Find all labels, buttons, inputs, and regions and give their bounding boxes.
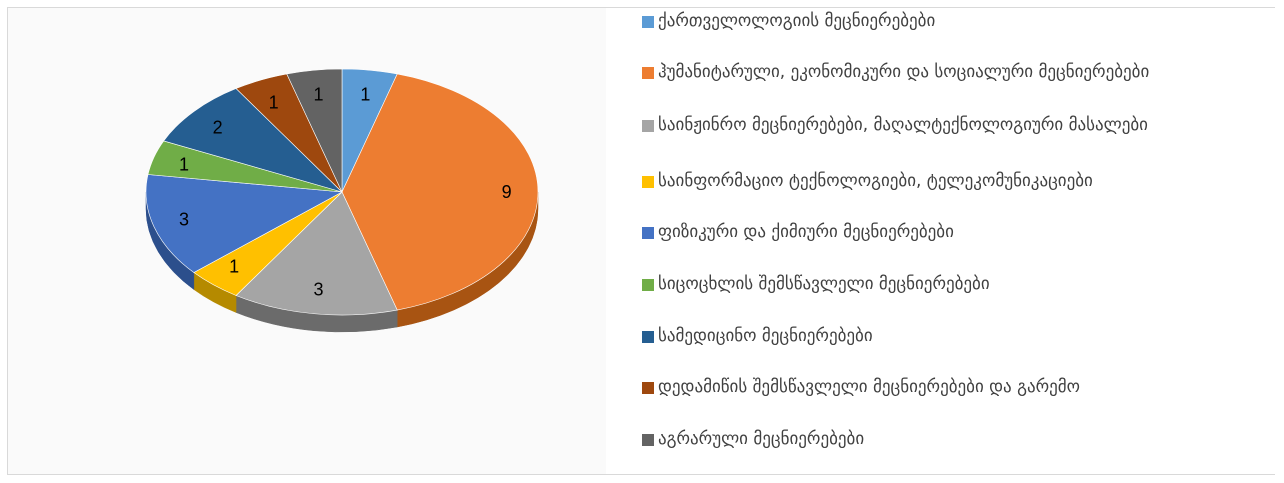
pie-slice [341, 73, 539, 311]
pie-data-label: 1 [229, 256, 239, 276]
legend-label: საინჟინრო მეცნიერებები, მაღალტექნოლოგიურ… [658, 115, 1148, 135]
pie-slice [163, 88, 343, 193]
legend-swatch [642, 279, 654, 291]
pie-data-label: 3 [179, 210, 189, 230]
legend-label: სიცოცხლის შემსწავლელი მეცნიერებები [658, 274, 990, 294]
legend-label: დედამიწის შემსწავლელი მეცნიერებები და გა… [658, 377, 1081, 397]
legend-swatch [642, 120, 654, 132]
pie-slice [286, 68, 343, 193]
chart-area: 1 9 3 1 3 1 2 1 1 ქართველოლოგიის მეცნიერებები ჰუ… [7, 7, 1276, 475]
pie-slice [145, 174, 344, 273]
pie-slice [235, 191, 398, 316]
legend-swatch [642, 16, 654, 28]
pie-data-label: 3 [314, 279, 324, 299]
pie-chart: 1 9 3 1 3 1 2 1 1 [145, 68, 539, 333]
legend-swatch [642, 227, 654, 239]
legend-swatch [642, 67, 654, 79]
legend-label: აგრარული მეცნიერებები [658, 429, 865, 449]
pie-data-label: 1 [179, 154, 189, 174]
pie-data-label: 2 [213, 118, 223, 138]
pie-data-label: 1 [360, 85, 370, 105]
pie-data-label: 9 [502, 182, 512, 202]
legend-label: ფიზიკური და ქიმიური მეცნიერებები [658, 222, 954, 242]
pie-data-label: 1 [269, 92, 279, 112]
legend-label: ჰუმანიტარული, ეკონომიკური და სოციალური მ… [658, 62, 1150, 82]
legend: ქართველოლოგიის მეცნიერებები ჰუმანიტარული… [606, 8, 1276, 474]
legend-swatch [642, 331, 654, 343]
pie-data-label: 1 [314, 85, 324, 105]
legend-swatch [642, 176, 654, 188]
legend-label: საინფორმაციო ტექნოლოგიები, ტელეკომუნიკაც… [658, 171, 1093, 191]
legend-label: ქართველოლოგიის მეცნიერებები [658, 11, 936, 31]
legend-swatch [642, 382, 654, 394]
legend-swatch [642, 434, 654, 446]
legend-label: სამედიცინო მეცნიერებები [658, 326, 873, 346]
